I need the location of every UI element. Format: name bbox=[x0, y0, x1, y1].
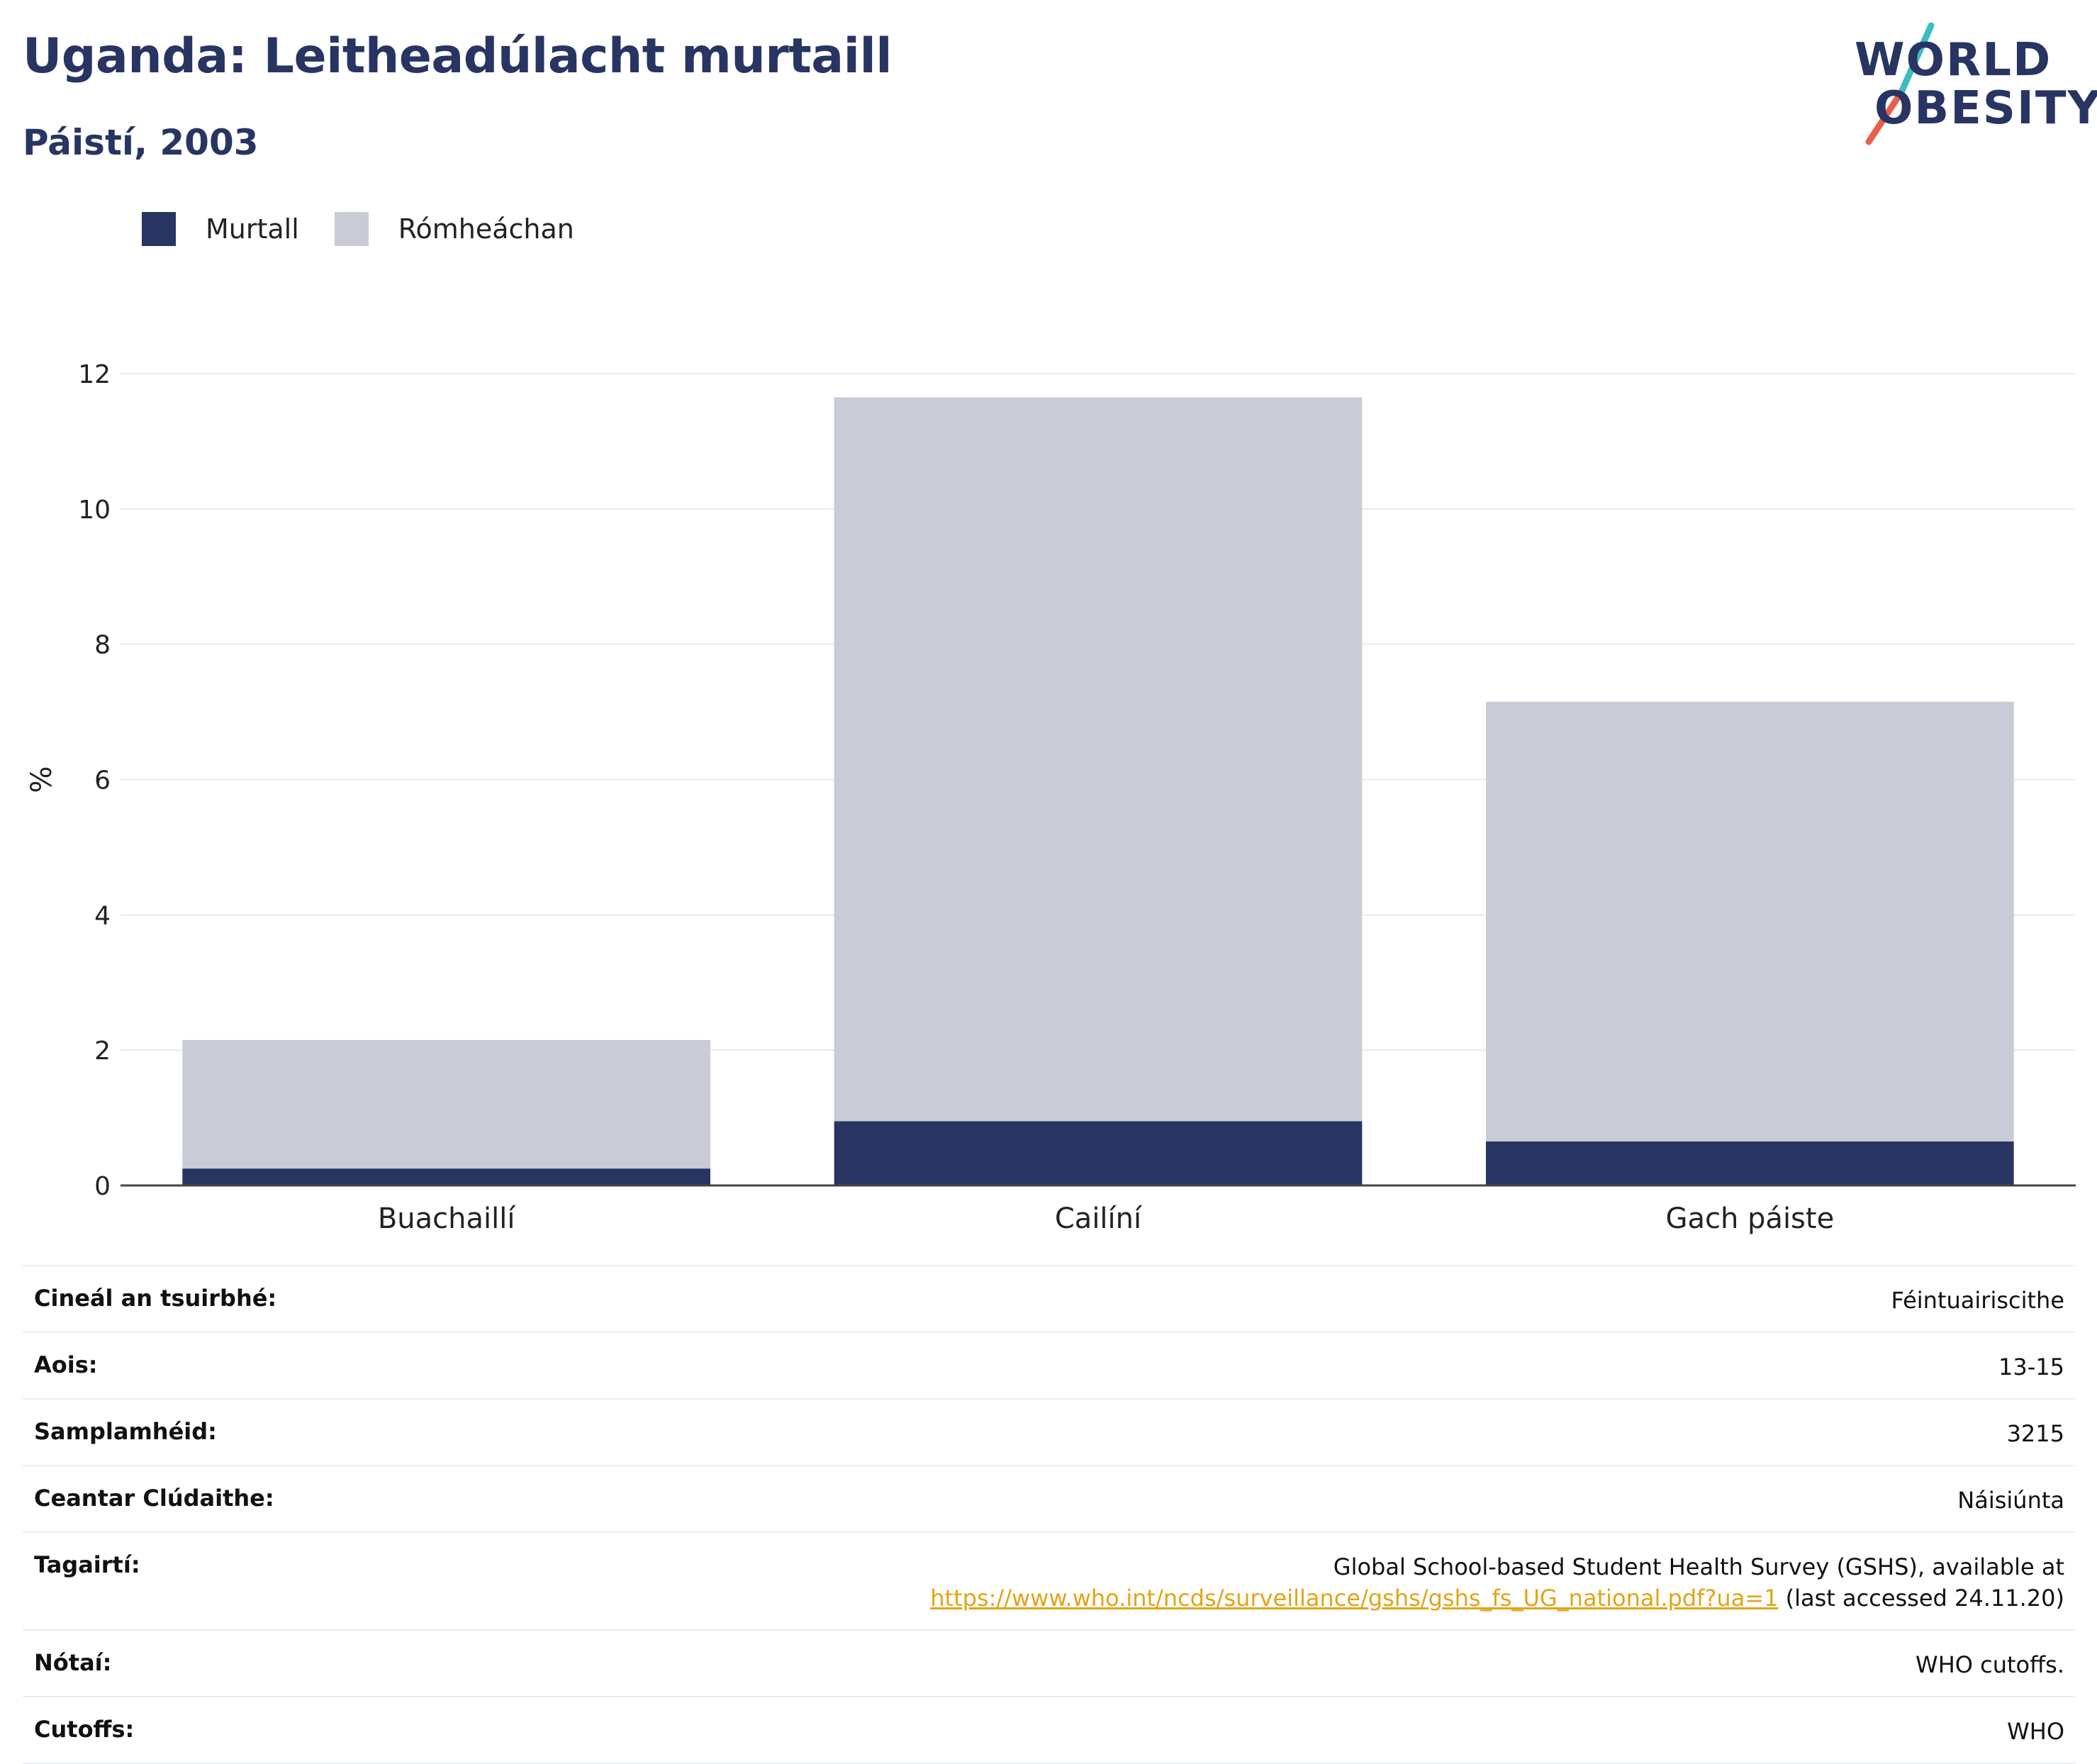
legend-swatch-murtall bbox=[142, 212, 176, 246]
info-key: Ceantar Clúdaithe: bbox=[34, 1485, 274, 1512]
info-key: Nótaí: bbox=[34, 1649, 112, 1676]
info-value: Féintuairiscithe bbox=[1891, 1287, 2064, 1314]
y-tick-label: 2 bbox=[94, 1037, 111, 1066]
legend-item-murtall[interactable]: Murtall bbox=[142, 212, 299, 246]
info-value: 3215 bbox=[2006, 1420, 2064, 1447]
legend-label-romheachan: Rómheáchan bbox=[398, 213, 574, 245]
info-key: Tagairtí: bbox=[34, 1551, 140, 1578]
reference-suffix: (last accessed 24.11.20) bbox=[1785, 1585, 2064, 1612]
info-row-references: Tagairtí: Global School-based Student He… bbox=[23, 1533, 2076, 1631]
bar-romheachan bbox=[834, 397, 1363, 1122]
x-category-label: Cailíní bbox=[1055, 1202, 1143, 1235]
bar-murtall bbox=[182, 1168, 710, 1185]
y-tick-label: 8 bbox=[94, 631, 111, 660]
x-category-label: Buachaillí bbox=[378, 1202, 517, 1235]
y-tick-label: 12 bbox=[78, 360, 111, 389]
world-obesity-logo[interactable]: WORLD OBESITY bbox=[1843, 20, 2097, 155]
info-table: Cineál an tsuirbhé: Féintuairiscithe Aoi… bbox=[23, 1265, 2076, 1764]
reference-text: Global School-based Student Health Surve… bbox=[1333, 1553, 2064, 1580]
info-row-age: Aois: 13-15 bbox=[23, 1333, 2076, 1400]
x-category-label: Gach páiste bbox=[1665, 1202, 1834, 1235]
legend-swatch-romheachan bbox=[334, 212, 369, 246]
info-value: 13-15 bbox=[1998, 1353, 2064, 1380]
info-key: Samplamhéid: bbox=[34, 1418, 217, 1445]
info-value: Náisiúnta bbox=[1957, 1487, 2064, 1514]
info-row-sample-size: Samplamhéid: 3215 bbox=[23, 1400, 2076, 1466]
info-row-area-covered: Ceantar Clúdaithe: Náisiúnta bbox=[23, 1466, 2076, 1533]
logo-slash-icon bbox=[1865, 22, 1935, 145]
reference-link[interactable]: https://www.who.int/ncds/surveillance/gs… bbox=[930, 1585, 1779, 1612]
bar-romheachan bbox=[182, 1039, 710, 1169]
logo-text-obesity: OBESITY bbox=[1874, 82, 2097, 135]
chart-subtitle: Páistí, 2003 bbox=[23, 122, 259, 163]
info-value: WHO cutoffs. bbox=[1916, 1651, 2064, 1678]
legend: Murtall Rómheáchan bbox=[142, 211, 610, 247]
legend-label-murtall: Murtall bbox=[206, 213, 299, 245]
bar-murtall bbox=[1486, 1141, 2014, 1185]
y-tick-label: 6 bbox=[94, 766, 111, 796]
info-key: Cineál an tsuirbhé: bbox=[34, 1285, 277, 1312]
y-tick-label: 4 bbox=[94, 901, 111, 930]
info-key: Cutoffs: bbox=[34, 1716, 135, 1743]
y-tick-label: 10 bbox=[78, 496, 111, 525]
info-value: Global School-based Student Health Surve… bbox=[930, 1551, 2064, 1614]
logo-text-world: WORLD bbox=[1855, 34, 2052, 86]
info-value: WHO bbox=[2007, 1718, 2064, 1745]
info-row-survey-type: Cineál an tsuirbhé: Féintuairiscithe bbox=[23, 1266, 2076, 1333]
y-axis-label: % bbox=[26, 766, 58, 793]
legend-item-romheachan[interactable]: Rómheáchan bbox=[334, 212, 574, 246]
bar-romheachan bbox=[1486, 701, 2014, 1141]
y-tick-label: 0 bbox=[94, 1172, 111, 1201]
info-row-notes: Nótaí: WHO cutoffs. bbox=[23, 1631, 2076, 1697]
info-row-cutoffs: Cutoffs: WHO bbox=[23, 1697, 2076, 1764]
info-key: Aois: bbox=[34, 1351, 98, 1378]
bar-murtall bbox=[834, 1121, 1363, 1185]
chart-title: Uganda: Leitheadúlacht murtaill bbox=[23, 28, 893, 84]
bar-chart: 0 2 4 6 8 10 12% Buachaillí Cailíní Gach páiste bbox=[26, 360, 2076, 1235]
